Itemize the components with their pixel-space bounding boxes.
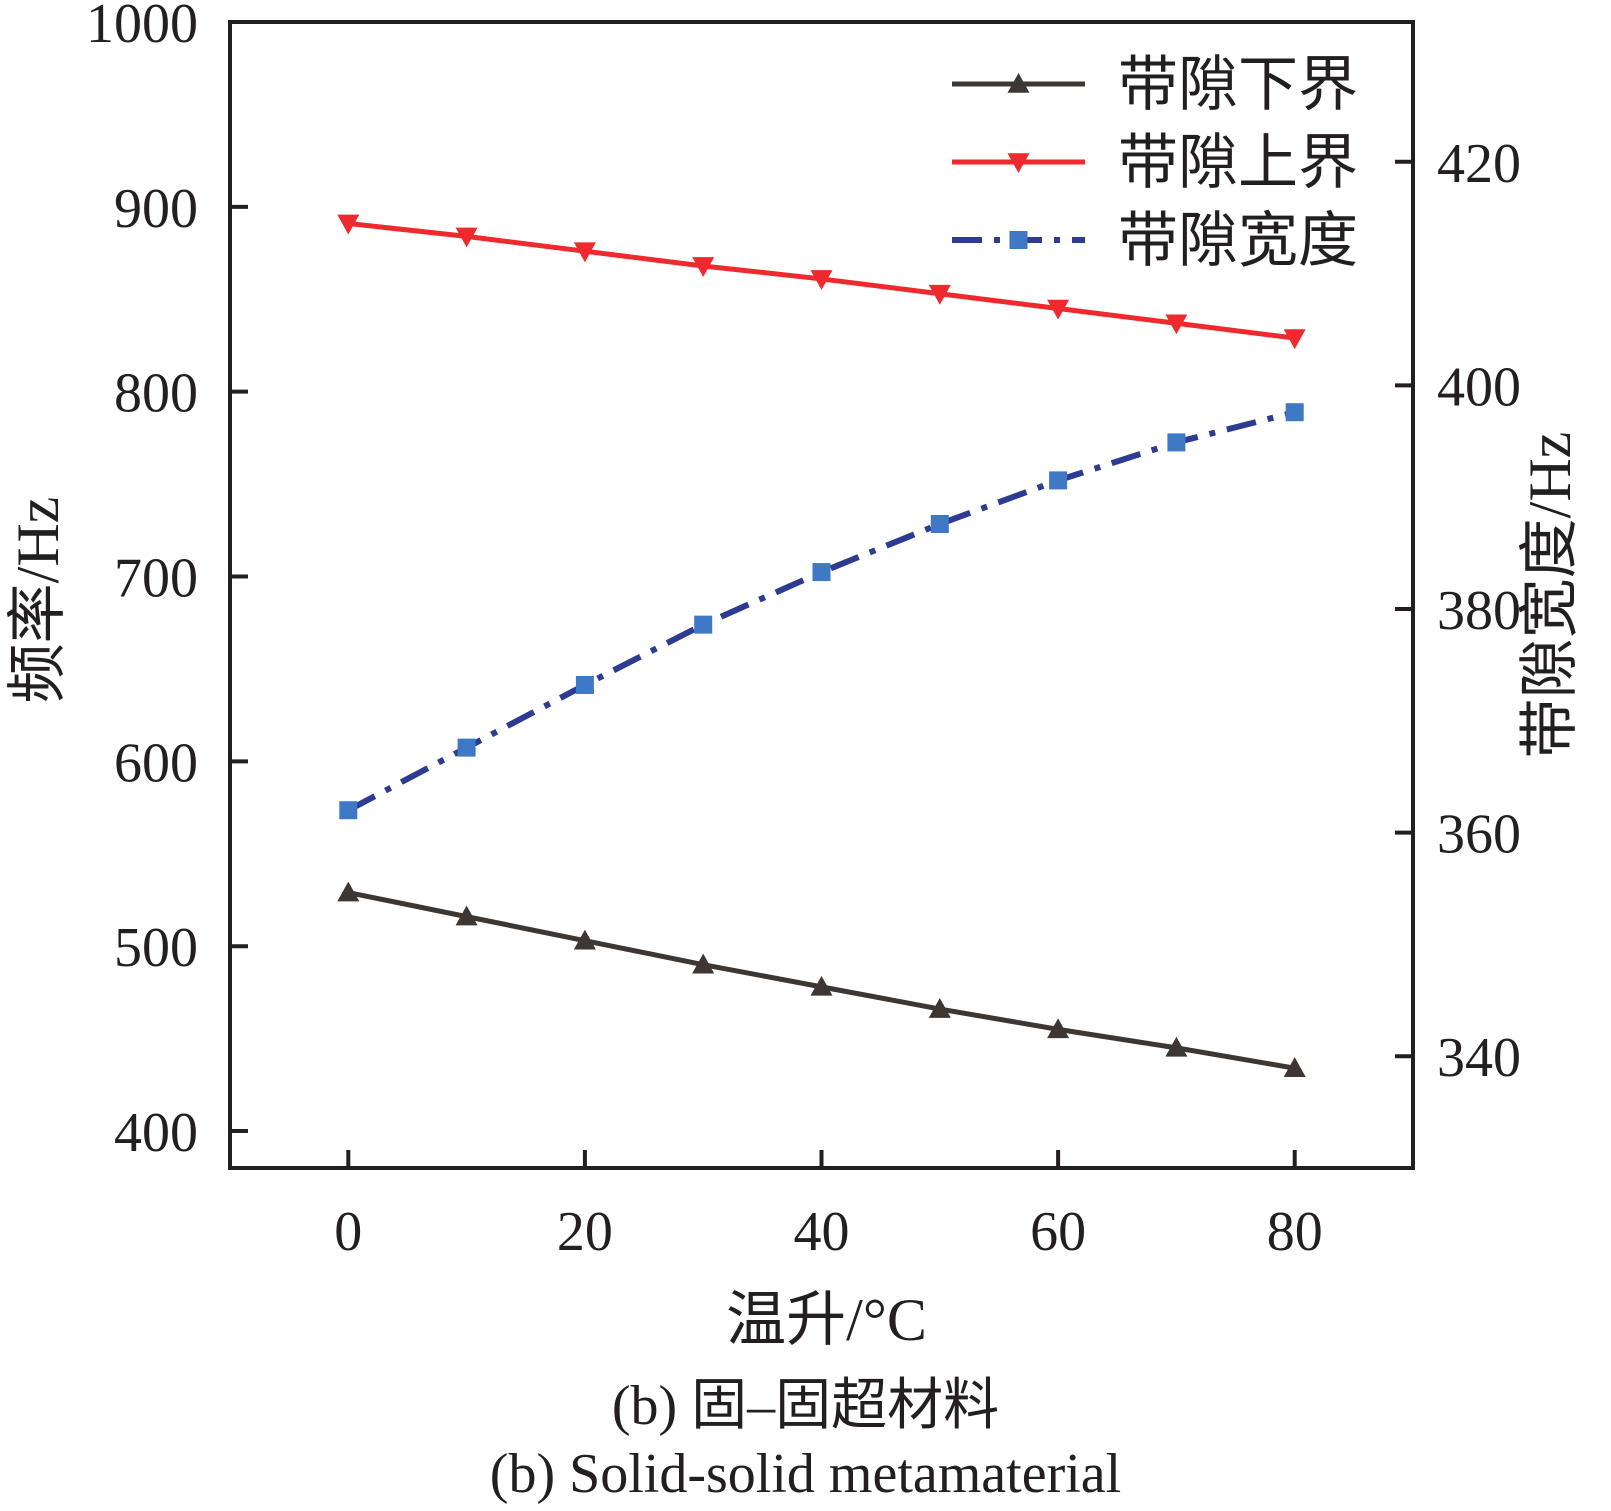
caption-chinese: (b) 固–固超材料 [611,1375,1000,1437]
data-point [1165,314,1188,335]
legend-label-3: 带隙宽度 [1118,208,1358,274]
data-point [1047,299,1070,320]
chart: 400 500 600 700 800 900 1000 340 360 380 400 420 0 20… [5,0,1583,1353]
y-tick-label: 800 [114,363,198,425]
y-tick-label: 1000 [86,0,198,55]
data-point [810,975,833,996]
legend-label-1: 带隙下界 [1118,52,1358,118]
y-tick-label: 600 [114,732,198,794]
data-point [928,284,951,305]
data-point [1283,1057,1306,1077]
x-tick-label: 20 [557,1201,613,1263]
y-tick-label: 900 [114,178,198,240]
y2-tick-label: 400 [1437,356,1521,418]
data-point [692,953,715,974]
data-point [339,801,358,820]
x-tick-label: 60 [1030,1201,1086,1263]
data-point [810,270,833,290]
data-point [575,676,594,695]
legend-label-2: 带隙上界 [1118,130,1358,196]
data-point [1285,403,1304,422]
series-line-3 [346,409,1296,813]
plot-area [337,214,1306,1077]
y2-axis-title: 带隙宽度/Hz [1517,432,1583,759]
data-point [573,242,596,263]
y2-tick-label: 420 [1437,133,1521,195]
y2-tick-label: 360 [1437,804,1521,866]
data-point [455,227,478,248]
data-point [455,905,478,926]
data-point [692,257,715,277]
y-tick-label: 500 [114,917,198,979]
axes: 400 500 600 700 800 900 1000 340 360 380 400 420 0 20… [5,0,1583,1353]
y2-tick-label: 380 [1437,580,1521,642]
x-tick-label: 0 [334,1201,362,1263]
data-point [457,738,476,757]
x-tick-label: 40 [794,1201,850,1263]
data-point [337,214,360,235]
data-point [1049,471,1068,490]
data-point [930,515,949,534]
y2-tick-label: 340 [1437,1027,1521,1089]
legend-marker-2 [1007,153,1030,173]
data-point [573,929,596,950]
data-point [1047,1018,1070,1039]
data-point [694,615,713,634]
legend-marker-1 [1007,73,1030,93]
caption-english: (b) Solid-solid metamaterial [489,1443,1122,1505]
legend-marker-3 [1009,231,1028,249]
x-axis-title: 温升/°C [726,1287,927,1353]
data-point [1167,433,1186,452]
data-point [337,881,360,902]
y-axis-title: 频率/Hz [5,497,71,704]
data-point [1165,1036,1188,1057]
y-tick-label: 400 [114,1102,198,1164]
data-point [928,998,951,1018]
x-tick-label: 80 [1267,1201,1323,1263]
data-point [812,563,831,582]
y-tick-label: 700 [114,548,198,610]
data-point [1283,329,1306,350]
